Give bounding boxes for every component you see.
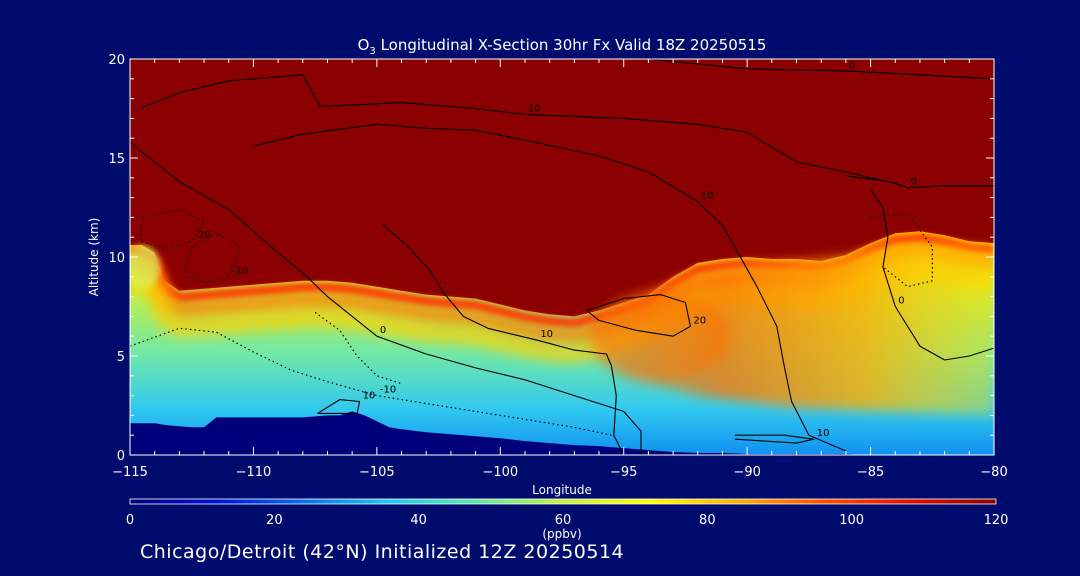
colorbar-tick-label: 40 [410, 513, 427, 528]
contour-line-14 [870, 212, 933, 288]
x-tick-label: −85 [857, 465, 884, 480]
contour-line-4 [870, 189, 994, 361]
x-tick-label: −100 [482, 465, 518, 480]
y-tick-label: 15 [108, 152, 125, 167]
plot-area: 0 10 10 0 0 0 10 20 10 10 -10 -20 -10 [130, 59, 994, 455]
colorbar: 0 20 40 60 80 100 120 (ppbv) [126, 498, 1009, 541]
chart-title: O3 Longitudinal X-Section 30hr Fx Valid … [358, 36, 767, 57]
ozone-core-blob [590, 291, 731, 382]
contour-label-5: 0 [380, 325, 386, 336]
x-axis: −115 −110 −105 −100 −95 −90 −85 −80 [112, 59, 1008, 480]
contour-line-7 [586, 294, 691, 337]
contour-line-1 [139, 74, 889, 183]
contour-label-1: 10 [528, 103, 541, 114]
footer-text: Chicago/Detroit (42°N) Initialized 12Z 2… [140, 541, 625, 563]
contour-label-8: 10 [363, 391, 376, 402]
colorbar-bar [129, 498, 997, 505]
contour-label-4: 0 [898, 296, 904, 307]
colorbar-tick-label: 20 [266, 513, 283, 528]
contour-line-9 [734, 434, 815, 444]
contour-line-6 [381, 222, 625, 455]
colorbar-tick-label: 120 [984, 513, 1009, 528]
contour-label-0: 0 [849, 60, 855, 71]
x-tick-label: −95 [610, 465, 637, 480]
terrain-layer [130, 411, 994, 455]
y-tick-label: 0 [117, 449, 125, 464]
contour-label-9: 10 [817, 428, 830, 439]
contour-label-3: 0 [911, 177, 917, 188]
contour-layer: 0 10 10 0 0 0 10 20 10 10 -10 -20 -10 [130, 59, 994, 455]
contour-line-8 [317, 399, 361, 414]
x-tick-label: −90 [733, 465, 760, 480]
contour-line-0 [648, 59, 994, 80]
y-axis: 0 5 10 15 20 [108, 53, 994, 464]
contour-line-2 [253, 123, 847, 452]
contour-label-6: 10 [540, 329, 553, 340]
colorbar-label: (ppbv) [542, 527, 581, 541]
x-tick-label: −80 [980, 465, 1007, 480]
contour-line-5 [130, 141, 642, 455]
colorbar-tick-label: 60 [555, 513, 572, 528]
y-tick-label: 20 [108, 53, 125, 68]
x-tick-label: −115 [112, 465, 148, 480]
y-axis-label: Altitude (km) [87, 218, 101, 297]
x-tick-label: −110 [236, 465, 272, 480]
x-tick-label: −105 [359, 465, 395, 480]
west-edge-blob [130, 244, 161, 289]
contour-label-12: -10 [380, 385, 396, 396]
contour-label-7: 20 [693, 315, 706, 326]
colorbar-tick-label: 0 [126, 513, 134, 528]
contour-line-10 [183, 232, 242, 284]
contour-label-2: 10 [701, 191, 714, 202]
colorbar-tick-label: 100 [839, 513, 864, 528]
contour-label-10: -10 [232, 266, 248, 277]
terrain-fill [130, 411, 994, 455]
y-tick-label: 5 [117, 350, 125, 365]
colorbar-ticks: 0 20 40 60 80 100 120 [126, 513, 1009, 528]
colorbar-tick-label: 80 [699, 513, 716, 528]
contour-label-11: -20 [195, 230, 211, 241]
contour-line-3 [845, 175, 994, 189]
x-axis-label: Longitude [532, 483, 592, 497]
y-tick-label: 10 [108, 251, 125, 266]
